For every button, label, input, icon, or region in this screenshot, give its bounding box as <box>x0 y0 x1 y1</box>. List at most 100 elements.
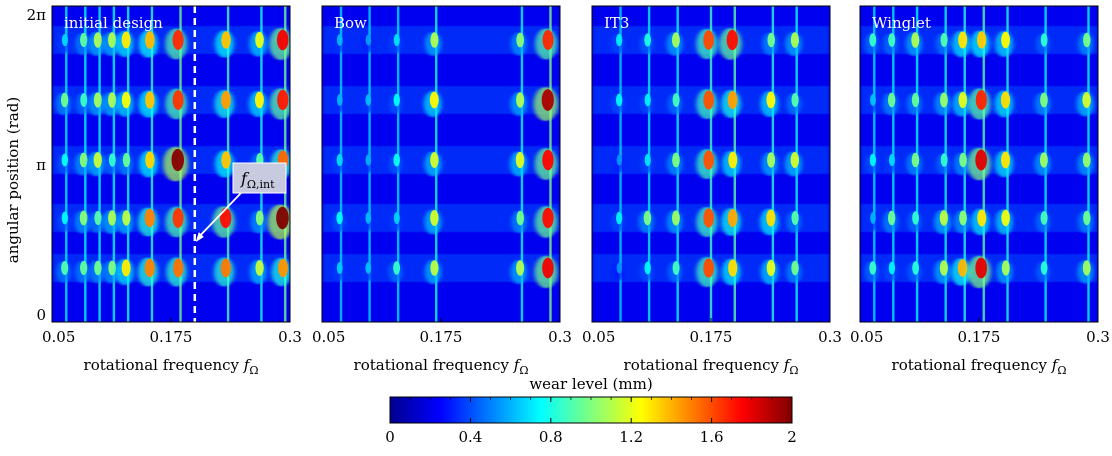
ridge-hotspot <box>671 210 680 226</box>
colorbar-tick-label: 1.2 <box>619 428 643 446</box>
panel-title: initial design <box>64 14 163 32</box>
annotation-symbol: f <box>240 169 250 188</box>
ridge-hotspot <box>888 33 896 47</box>
ridge-hotspot <box>615 93 623 107</box>
ridge-hotspot <box>336 34 343 46</box>
panel-content <box>860 6 1098 322</box>
x-tick-label: 0.175 <box>420 328 463 346</box>
ridge-hotspot <box>393 211 400 225</box>
ridge-hotspot <box>108 92 117 108</box>
x-tick-label: 0.175 <box>150 328 193 346</box>
ridge-hotspot <box>93 32 102 48</box>
x-axis-label-symbol: f <box>783 356 792 374</box>
heatmap-panel: Bow 0.05 0.175 0.3 rotational frequency fΩ <box>312 5 572 377</box>
ridge-hotspot <box>975 257 987 279</box>
ridge-hotspot <box>912 211 920 225</box>
x-tick-label: 0.05 <box>582 328 615 346</box>
ridge-hotspot <box>791 210 799 226</box>
ridge-hotspot <box>940 92 948 108</box>
ridge-hotspot <box>365 212 372 224</box>
ridge-hotspot <box>870 212 876 224</box>
ridge-hotspot <box>144 208 155 228</box>
ridge-hotspot <box>365 262 372 274</box>
ridge-hotspot <box>80 93 88 107</box>
ridge-hotspot <box>542 257 554 279</box>
ridge-hotspot <box>644 33 651 47</box>
ridge-hotspot <box>767 152 776 168</box>
ridge-hotspot <box>912 261 920 275</box>
ridge-hotspot <box>254 91 264 109</box>
ridge-hotspot <box>911 92 920 108</box>
colorbar-tick-label: 0.4 <box>458 428 482 446</box>
ridge-hotspot <box>1082 152 1091 168</box>
ridge-hotspot <box>336 211 343 225</box>
x-axis-label-text: rotational frequency <box>354 356 514 374</box>
colorbar-tick-label: 0 <box>385 428 395 446</box>
panel-content <box>322 6 560 322</box>
ridge-hotspot <box>121 91 131 109</box>
ridge-hotspot <box>93 92 102 108</box>
ridge-hotspot <box>726 29 738 51</box>
ridge-hotspot <box>1083 210 1091 226</box>
ridge-hotspot <box>80 260 88 276</box>
x-axis-label-text: rotational frequency <box>84 356 244 374</box>
x-axis-label-text: rotational frequency <box>624 356 784 374</box>
ridge-hotspot <box>703 150 714 170</box>
ridge-hotspot <box>171 148 184 172</box>
ridge-hotspot <box>616 211 623 225</box>
x-tick-label: 0.05 <box>850 328 883 346</box>
ridge-hotspot <box>975 149 987 171</box>
colorbar-tick-label: 1.6 <box>700 428 724 446</box>
ridge-hotspot <box>644 93 651 107</box>
ridge-hotspot <box>727 90 738 110</box>
ridge-hotspot <box>940 153 948 167</box>
y-tick-labels: 2π π 0 <box>27 6 47 324</box>
ridge-hotspot <box>365 154 372 166</box>
ridge-hotspot <box>172 90 184 110</box>
ridge-hotspot <box>790 152 800 168</box>
ridge-hotspot <box>911 152 920 168</box>
x-axis-label-subscript: Ω <box>519 364 528 377</box>
y-tick-label: π <box>36 156 46 174</box>
x-axis-label-symbol: f <box>243 356 252 374</box>
ridge-hotspot <box>144 258 155 278</box>
ridge-hotspot <box>516 260 525 276</box>
ridge-hotspot <box>728 259 738 277</box>
panel-content <box>52 6 290 322</box>
ridge-hotspot <box>869 153 877 167</box>
panel-content <box>592 6 830 322</box>
colorbar-tick-label: 0.8 <box>539 428 563 446</box>
ridge-hotspot <box>958 31 968 49</box>
ridge-hotspot <box>977 209 987 227</box>
annotation-box <box>232 162 287 194</box>
panel-title: IT3 <box>604 14 629 32</box>
ridge-hotspot <box>703 208 714 228</box>
ridge-hotspot <box>255 260 264 276</box>
ridge-hotspot <box>515 151 525 169</box>
ridge-hotspot <box>976 31 987 49</box>
x-tick-label: 0.3 <box>1086 328 1110 346</box>
x-tick-label: 0.175 <box>690 328 733 346</box>
x-tick-label: 0.175 <box>958 328 1001 346</box>
x-axis-label-subscript: Ω <box>789 364 798 377</box>
ridge-hotspot <box>122 152 131 168</box>
ridge-hotspot <box>220 258 231 278</box>
ridge-hotspot <box>365 34 372 46</box>
ridge-hotspot <box>767 32 775 48</box>
x-tick-label: 0.05 <box>312 328 345 346</box>
x-axis-label: rotational frequency fΩ <box>892 356 1067 377</box>
ridge-hotspot <box>940 33 948 47</box>
x-axis-label: rotational frequency fΩ <box>84 356 259 377</box>
ridge-hotspot <box>278 258 288 278</box>
ridge-hotspot <box>957 259 968 277</box>
ridge-hotspot <box>672 152 680 168</box>
ridge-hotspot <box>616 262 623 274</box>
heatmap-panel: Winglet 0.05 0.175 0.3 rotational frequency … <box>850 5 1110 377</box>
ridge-hotspot <box>145 151 155 169</box>
ridge-hotspot <box>703 30 714 50</box>
ridge-hotspot <box>276 206 289 230</box>
x-axis-label-subscript: Ω <box>249 364 258 377</box>
ridge-hotspot <box>888 261 896 275</box>
